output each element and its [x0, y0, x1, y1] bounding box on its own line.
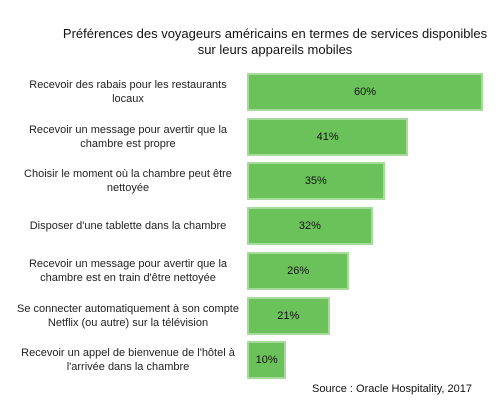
chart-title: Préférences des voyageurs américains en …	[62, 26, 488, 57]
bar	[247, 296, 330, 335]
bar	[247, 117, 409, 156]
bar	[247, 73, 483, 111]
category-label: Recevoir un message pour avertir que la …	[28, 257, 228, 284]
bar	[247, 207, 373, 246]
category-label: Recevoir des rabais pour les restaurants…	[29, 79, 227, 105]
value-label: 26%	[287, 264, 310, 277]
value-label: 21%	[277, 309, 300, 322]
source: Source : Oracle Hospitality, 2017	[312, 383, 472, 395]
value-label: 32%	[298, 220, 321, 233]
bar	[247, 341, 287, 380]
category-label: Disposer d'une tablette dans la chambre	[29, 220, 227, 233]
category-label: Choisir le moment où la chambre peut êtr…	[24, 168, 232, 195]
category-label: Se connecter automatiquement à son compt…	[17, 302, 239, 329]
value-label: 10%	[255, 354, 278, 367]
bar	[247, 162, 385, 201]
category-label: Recevoir un message pour avertir que la …	[28, 123, 228, 150]
category-label: Recevoir un appel de bienvenue de l'hôte…	[21, 347, 235, 374]
value-label: 60%	[353, 86, 377, 98]
value-label: 41%	[316, 130, 339, 143]
bar	[247, 251, 350, 290]
value-label: 35%	[304, 175, 327, 188]
